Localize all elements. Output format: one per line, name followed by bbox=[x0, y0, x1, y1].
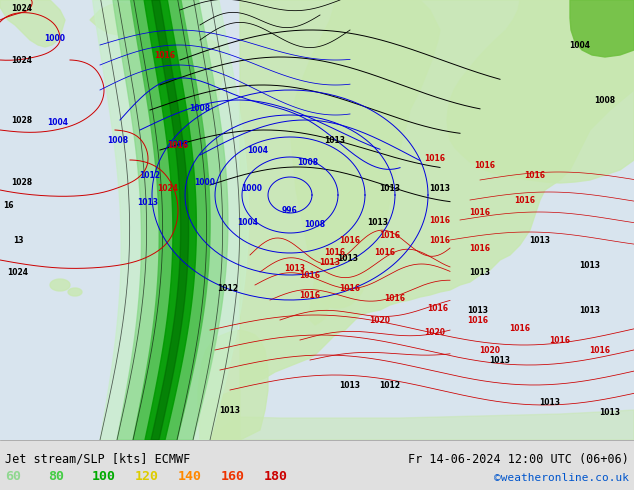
Polygon shape bbox=[0, 0, 634, 440]
Text: 1016: 1016 bbox=[429, 216, 451, 224]
Polygon shape bbox=[447, 0, 634, 183]
Text: 1008: 1008 bbox=[304, 220, 326, 228]
Text: 1004: 1004 bbox=[238, 218, 259, 226]
Polygon shape bbox=[200, 410, 634, 440]
Text: 1004: 1004 bbox=[569, 41, 590, 49]
Text: 13: 13 bbox=[13, 236, 23, 245]
Polygon shape bbox=[198, 330, 268, 440]
Text: 1000: 1000 bbox=[242, 183, 262, 193]
Text: 1004: 1004 bbox=[247, 146, 269, 154]
Text: ©weatheronline.co.uk: ©weatheronline.co.uk bbox=[494, 472, 629, 483]
Text: 1013: 1013 bbox=[600, 408, 621, 416]
Text: 996: 996 bbox=[282, 205, 298, 215]
Text: 1013: 1013 bbox=[579, 261, 600, 270]
Text: 16: 16 bbox=[3, 200, 13, 210]
Text: 1016: 1016 bbox=[339, 284, 361, 293]
Text: 1013: 1013 bbox=[489, 356, 510, 365]
Polygon shape bbox=[93, 0, 249, 440]
Polygon shape bbox=[68, 288, 82, 296]
Text: 1020: 1020 bbox=[425, 327, 446, 337]
Text: 1012: 1012 bbox=[217, 284, 238, 293]
Text: 1016: 1016 bbox=[425, 153, 446, 163]
Text: 1013: 1013 bbox=[529, 236, 550, 245]
Polygon shape bbox=[290, 0, 440, 308]
Text: 1016: 1016 bbox=[384, 294, 406, 302]
Text: 100: 100 bbox=[91, 469, 115, 483]
Text: 120: 120 bbox=[134, 469, 158, 483]
Text: 1016: 1016 bbox=[427, 303, 448, 313]
Text: 1013: 1013 bbox=[380, 183, 401, 193]
Polygon shape bbox=[90, 3, 138, 35]
Text: 1028: 1028 bbox=[11, 116, 32, 124]
Text: Jet stream/SLP [kts] ECMWF: Jet stream/SLP [kts] ECMWF bbox=[5, 452, 190, 466]
Text: 1024: 1024 bbox=[11, 55, 32, 65]
Text: 1012: 1012 bbox=[139, 171, 160, 179]
Polygon shape bbox=[131, 0, 210, 440]
Polygon shape bbox=[183, 65, 200, 112]
Text: 1013: 1013 bbox=[368, 218, 389, 226]
Text: 1024: 1024 bbox=[11, 3, 32, 13]
Text: 1016: 1016 bbox=[155, 50, 176, 59]
Text: 1020: 1020 bbox=[479, 345, 500, 354]
Text: 1016: 1016 bbox=[467, 316, 489, 324]
Polygon shape bbox=[0, 0, 65, 47]
Text: 1013: 1013 bbox=[138, 197, 158, 206]
Text: 1016: 1016 bbox=[429, 236, 451, 245]
Text: 1008: 1008 bbox=[167, 140, 188, 148]
Text: 180: 180 bbox=[264, 469, 288, 483]
Text: 1024: 1024 bbox=[157, 183, 179, 193]
Text: 1016: 1016 bbox=[470, 207, 491, 217]
Text: 1008: 1008 bbox=[190, 103, 210, 113]
Text: 1008: 1008 bbox=[595, 96, 616, 104]
Text: 1013: 1013 bbox=[470, 268, 491, 276]
Text: 1016: 1016 bbox=[474, 161, 496, 170]
Text: 1013: 1013 bbox=[429, 183, 451, 193]
Text: 1024: 1024 bbox=[8, 268, 29, 276]
Text: 160: 160 bbox=[221, 469, 245, 483]
Polygon shape bbox=[50, 279, 70, 291]
Text: 1013: 1013 bbox=[325, 136, 346, 145]
Text: 1000: 1000 bbox=[195, 177, 216, 187]
Text: 1013: 1013 bbox=[285, 264, 306, 272]
Text: 1016: 1016 bbox=[325, 247, 346, 256]
Text: 1016: 1016 bbox=[339, 236, 361, 245]
Text: 80: 80 bbox=[48, 469, 64, 483]
Text: 1016: 1016 bbox=[299, 270, 321, 279]
Text: 1016: 1016 bbox=[380, 230, 401, 240]
Text: 1008: 1008 bbox=[107, 136, 129, 145]
Text: 1013: 1013 bbox=[467, 305, 489, 315]
Text: 1016: 1016 bbox=[515, 196, 536, 204]
Text: 60: 60 bbox=[5, 469, 21, 483]
Text: 1013: 1013 bbox=[320, 258, 340, 267]
Text: 1016: 1016 bbox=[590, 345, 611, 354]
Polygon shape bbox=[310, 242, 335, 325]
Text: 1016: 1016 bbox=[167, 141, 188, 149]
Text: 1004: 1004 bbox=[48, 118, 68, 126]
Polygon shape bbox=[113, 0, 228, 440]
Text: 1028: 1028 bbox=[11, 177, 32, 187]
Text: 1008: 1008 bbox=[297, 157, 318, 167]
Text: 1013: 1013 bbox=[339, 381, 361, 390]
Text: Fr 14-06-2024 12:00 UTC (06+06): Fr 14-06-2024 12:00 UTC (06+06) bbox=[408, 452, 629, 466]
Text: 1013: 1013 bbox=[219, 406, 240, 415]
Text: 1020: 1020 bbox=[370, 316, 391, 324]
Text: 1016: 1016 bbox=[524, 171, 545, 179]
Polygon shape bbox=[200, 0, 634, 440]
Polygon shape bbox=[570, 0, 634, 57]
Polygon shape bbox=[196, 40, 224, 130]
Text: 1012: 1012 bbox=[380, 381, 401, 390]
Text: 1016: 1016 bbox=[510, 323, 531, 333]
Polygon shape bbox=[144, 0, 197, 440]
Text: 1016: 1016 bbox=[299, 291, 321, 299]
Text: 1016: 1016 bbox=[375, 247, 396, 256]
Text: 1000: 1000 bbox=[44, 33, 65, 43]
Text: 1013: 1013 bbox=[579, 305, 600, 315]
Text: 1013: 1013 bbox=[337, 253, 358, 263]
Text: 1013: 1013 bbox=[540, 397, 560, 407]
Text: 1016: 1016 bbox=[550, 336, 571, 344]
Polygon shape bbox=[151, 0, 189, 440]
Text: 1016: 1016 bbox=[470, 244, 491, 252]
Text: 140: 140 bbox=[178, 469, 202, 483]
